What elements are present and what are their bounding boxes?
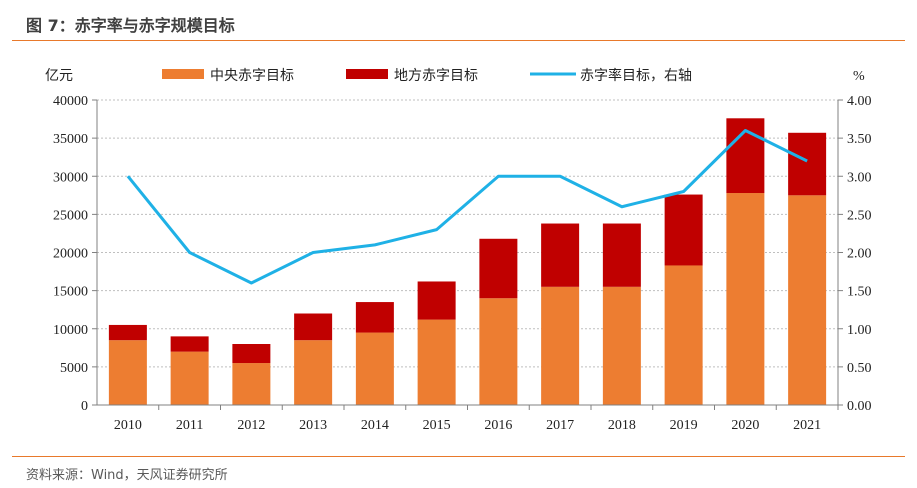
bar-central (232, 363, 271, 405)
bar-central (355, 332, 394, 405)
x-tick-label: 2017 (546, 418, 574, 433)
bar-local (602, 223, 641, 287)
bar-central (479, 298, 518, 405)
bar-central (726, 193, 765, 405)
x-tick-label: 2011 (176, 418, 203, 433)
axes: 0 0.00 5000 0.50 10000 1.00 15000 1.50 20000 2.00… (53, 94, 872, 433)
legend-label-central: 中央赤字目标 (210, 68, 294, 84)
bar-local (479, 238, 518, 299)
x-tick-label: 2012 (237, 418, 265, 433)
right-tick-label: 3.00 (847, 170, 872, 185)
bar-central (602, 286, 641, 405)
right-tick-label: 3.50 (847, 132, 872, 147)
right-tick-label: 0.00 (847, 399, 872, 414)
legend-label-local: 地方赤字目标 (394, 68, 478, 84)
right-tick-label: 1.50 (847, 285, 872, 300)
bar-central (108, 340, 147, 405)
source-note: 资料来源：Wind，天风证券研究所 (26, 468, 228, 483)
x-tick-label: 2019 (670, 418, 698, 433)
x-tick-label: 2015 (423, 418, 451, 433)
bar-local (664, 194, 703, 266)
legend-swatch-local (346, 69, 388, 79)
bar-local (232, 344, 271, 364)
left-tick-label: 0 (81, 399, 88, 414)
right-axis-unit: % (853, 69, 865, 84)
bar-central (788, 195, 827, 405)
right-tick-label: 2.50 (847, 208, 872, 223)
bar-local (417, 281, 456, 320)
left-tick-label: 30000 (53, 170, 88, 185)
gridlines (97, 99, 838, 368)
left-tick-label: 15000 (53, 285, 88, 300)
left-tick-label: 10000 (53, 323, 88, 338)
left-tick-label: 20000 (53, 247, 88, 262)
x-tick-label: 2013 (299, 418, 327, 433)
x-tick-label: 2020 (731, 418, 759, 433)
right-tick-label: 2.00 (847, 247, 872, 262)
left-axis-unit: 亿元 (45, 68, 73, 84)
left-tick-label: 5000 (60, 361, 88, 376)
bar-central (170, 351, 209, 405)
x-tick-label: 2021 (793, 418, 821, 433)
rate-line (126, 129, 808, 285)
legend-swatch-central (162, 69, 204, 79)
bar-local (294, 313, 333, 341)
x-tick-label: 2014 (361, 418, 389, 433)
legend: 中央赤字目标 地方赤字目标 赤字率目标，右轴 (162, 67, 692, 84)
bar-local (788, 132, 827, 196)
bar-local (170, 336, 209, 352)
bar-local (108, 324, 147, 341)
right-tick-label: 0.50 (847, 361, 872, 376)
right-tick-label: 1.00 (847, 323, 872, 338)
x-tick-label: 2010 (114, 418, 142, 433)
bar-central (541, 286, 580, 405)
bar-central (664, 265, 703, 405)
x-tick-label: 2016 (484, 418, 512, 433)
bars (108, 118, 827, 405)
source-divider (12, 456, 905, 457)
bar-central (294, 340, 333, 405)
left-tick-label: 40000 (53, 94, 88, 109)
left-tick-label: 25000 (53, 208, 88, 223)
x-tick-label: 2018 (608, 418, 636, 433)
title-divider (12, 40, 905, 41)
bar-central (417, 319, 456, 405)
bar-local (541, 223, 580, 287)
figure-title: 图 7：赤字率与赤字规模目标 (26, 16, 235, 35)
right-tick-label: 4.00 (847, 94, 872, 109)
legend-label-rate: 赤字率目标，右轴 (580, 67, 692, 84)
rate-line-path (126, 129, 808, 285)
bar-local (355, 302, 394, 333)
left-tick-label: 35000 (53, 132, 88, 147)
